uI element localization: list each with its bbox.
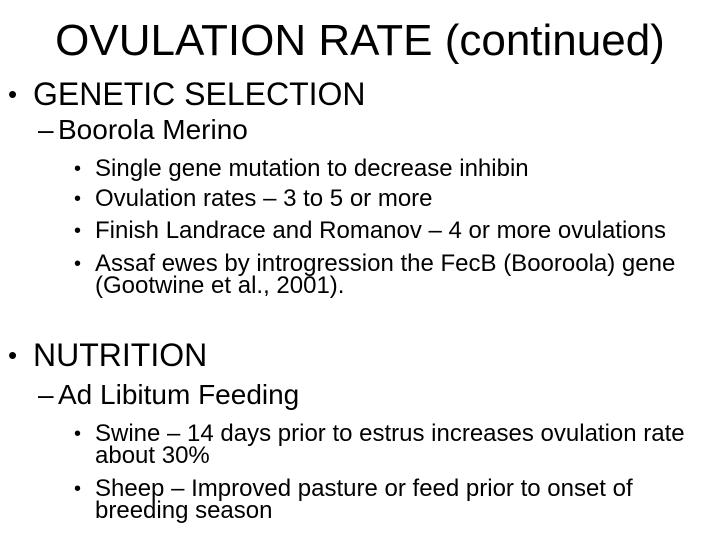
section-nutrition: • NUTRITION [8,339,207,371]
list-item: • Swine – 14 days prior to estrus increa… [74,420,685,469]
subsection-boorola-merino: – Boorola Merino [38,116,248,144]
list-item-text: Ovulation rates – 3 to 5 or more [95,185,433,212]
list-item-text: Swine – 14 days prior to estrus increase… [95,420,685,469]
section-heading: GENETIC SELECTION [33,76,366,112]
bullet-icon: • [74,423,82,445]
bullet-icon: • [74,253,82,275]
list-item: • Ovulation rates – 3 to 5 or more [74,185,433,212]
list-item-text: Assaf ewes by introgression the FecB (Bo… [95,250,676,299]
section-genetic-selection: • GENETIC SELECTION [8,78,366,110]
bullet-icon: • [8,340,18,370]
list-item: • Sheep – Improved pasture or feed prior… [74,475,633,524]
bullet-icon: • [74,478,82,500]
list-item-line: Assaf ewes by introgression the FecB (Bo… [95,250,676,277]
section-heading: NUTRITION [33,337,208,373]
bullet-icon: • [8,79,18,109]
list-item-text: Sheep – Improved pasture or feed prior t… [95,475,633,524]
list-item-text: Single gene mutation to decrease inhibin [95,155,529,182]
subsection-ad-libitum-feeding: – Ad Libitum Feeding [38,381,299,409]
list-item-line: Sheep – Improved pasture or feed prior t… [95,475,633,502]
bullet-icon: • [74,158,82,180]
subsection-heading: Ad Libitum Feeding [58,379,300,410]
list-item-text: Finish Landrace and Romanov – 4 or more … [95,217,666,244]
list-item: • Assaf ewes by introgression the FecB (… [74,250,676,299]
dash-icon: – [38,114,54,145]
list-item-line: Swine – 14 days prior to estrus increase… [95,420,685,447]
list-item: • Single gene mutation to decrease inhib… [74,155,529,182]
list-item-line: Single gene mutation to decrease inhibin [95,155,529,182]
subsection-heading: Boorola Merino [58,114,248,145]
list-item-line: Ovulation rates – 3 to 5 or more [95,185,433,212]
list-item-line: about 30% [95,442,210,469]
list-item-line: (Gootwine et al., 2001). [95,272,345,299]
list-item-line: breeding season [95,497,273,524]
bullet-icon: • [74,188,82,210]
list-item: • Finish Landrace and Romanov – 4 or mor… [74,217,666,244]
bullet-icon: • [74,220,82,242]
list-item-line: Finish Landrace and Romanov – 4 or more … [95,217,666,244]
slide-title: OVULATION RATE (continued) [55,16,665,65]
dash-icon: – [38,379,54,410]
